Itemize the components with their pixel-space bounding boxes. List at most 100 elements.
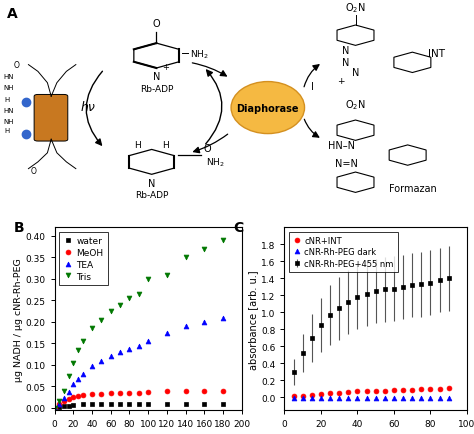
Tris <box>201 247 207 252</box>
Y-axis label: μg NADH / μg cNR-Rh-PEG: μg NADH / μg cNR-Rh-PEG <box>14 257 23 381</box>
TEA <box>70 382 76 387</box>
water <box>201 401 207 406</box>
cNR-Rh-PEG dark <box>336 395 342 401</box>
Tris <box>56 399 62 404</box>
cNR-Rh-PEG dark <box>437 395 442 401</box>
Tris <box>66 373 72 378</box>
Text: H: H <box>163 141 169 150</box>
Text: O: O <box>30 167 36 176</box>
MeOH <box>99 391 104 396</box>
TEA <box>56 401 62 406</box>
cNR+INT <box>373 388 378 393</box>
MeOH <box>145 389 151 395</box>
TEA <box>75 376 81 381</box>
MeOH <box>75 393 81 398</box>
Tris <box>183 255 189 260</box>
TEA <box>136 343 142 349</box>
cNR-Rh-PEG dark <box>364 395 369 401</box>
Text: O$_2$N: O$_2$N <box>345 99 366 112</box>
cNR+INT <box>327 391 333 396</box>
cNR-Rh-PEG dark <box>291 395 296 401</box>
MeOH <box>52 405 57 411</box>
cNR+INT <box>300 393 305 398</box>
water <box>56 404 62 410</box>
Text: +: + <box>337 76 345 85</box>
cNR-Rh-PEG dark <box>409 395 415 401</box>
cNR+INT <box>355 389 360 394</box>
Line: cNR-Rh-PEG dark: cNR-Rh-PEG dark <box>291 395 451 400</box>
Text: NH$_2$: NH$_2$ <box>206 156 225 168</box>
Line: water: water <box>52 401 226 411</box>
water <box>117 401 123 406</box>
TEA <box>66 389 72 395</box>
water <box>108 401 114 406</box>
MeOH <box>117 390 123 395</box>
Text: C: C <box>233 220 244 234</box>
TEA <box>201 319 207 325</box>
cNR+INT <box>437 386 442 391</box>
water <box>183 401 189 406</box>
TEA <box>108 354 114 359</box>
Tris <box>61 388 67 394</box>
cNR-Rh-PEG dark <box>318 395 324 401</box>
TEA <box>99 358 104 363</box>
Tris <box>220 238 226 243</box>
Text: N: N <box>342 57 350 67</box>
Line: TEA: TEA <box>52 316 226 411</box>
cNR+INT <box>291 394 296 399</box>
Text: B: B <box>13 220 24 234</box>
cNR-Rh-PEG dark <box>355 395 360 401</box>
Text: Rb-ADP: Rb-ADP <box>135 191 168 200</box>
MeOH <box>89 391 95 397</box>
MeOH <box>66 397 72 402</box>
Line: MeOH: MeOH <box>52 388 226 411</box>
Text: INT: INT <box>428 49 445 59</box>
Text: NH: NH <box>3 119 14 125</box>
water <box>136 401 142 406</box>
TEA <box>80 371 85 376</box>
water <box>52 405 57 411</box>
Text: N: N <box>342 46 350 56</box>
Text: H: H <box>4 97 10 102</box>
water <box>220 401 226 406</box>
cNR+INT <box>336 391 342 396</box>
TEA <box>145 339 151 344</box>
Ellipse shape <box>231 82 305 134</box>
cNR-Rh-PEG dark <box>419 395 424 401</box>
Text: N: N <box>153 72 160 82</box>
Text: O: O <box>204 143 211 153</box>
cNR-Rh-PEG dark <box>428 395 433 401</box>
Text: HN–N: HN–N <box>328 141 355 151</box>
Text: I: I <box>311 82 314 92</box>
Y-axis label: absorbance [arb. u.]: absorbance [arb. u.] <box>248 269 258 369</box>
Tris <box>52 405 57 411</box>
FancyBboxPatch shape <box>34 95 68 142</box>
TEA <box>127 346 132 352</box>
water <box>99 401 104 406</box>
Tris <box>80 339 85 344</box>
MeOH <box>183 388 189 394</box>
Tris <box>164 273 170 278</box>
Text: A: A <box>7 7 18 21</box>
Tris <box>70 360 76 365</box>
Line: cNR+INT: cNR+INT <box>291 386 451 399</box>
Text: hν: hν <box>80 101 95 114</box>
cNR+INT <box>428 386 433 391</box>
cNR-Rh-PEG dark <box>446 395 451 401</box>
cNR+INT <box>419 386 424 391</box>
Legend: cNR+INT, cNR-Rh-PEG dark, cNR-Rh-PEG+455 nm: cNR+INT, cNR-Rh-PEG dark, cNR-Rh-PEG+455… <box>289 232 398 272</box>
cNR-Rh-PEG dark <box>327 395 333 401</box>
water <box>164 401 170 406</box>
Text: N: N <box>148 178 155 188</box>
TEA <box>61 396 67 401</box>
cNR+INT <box>346 390 351 395</box>
water <box>80 402 85 407</box>
TEA <box>183 324 189 329</box>
MeOH <box>136 390 142 395</box>
Text: O: O <box>14 61 19 70</box>
MeOH <box>220 388 226 394</box>
Text: O: O <box>153 20 160 30</box>
cNR-Rh-PEG dark <box>400 395 406 401</box>
cNR+INT <box>400 387 406 392</box>
Text: +: + <box>162 63 169 72</box>
